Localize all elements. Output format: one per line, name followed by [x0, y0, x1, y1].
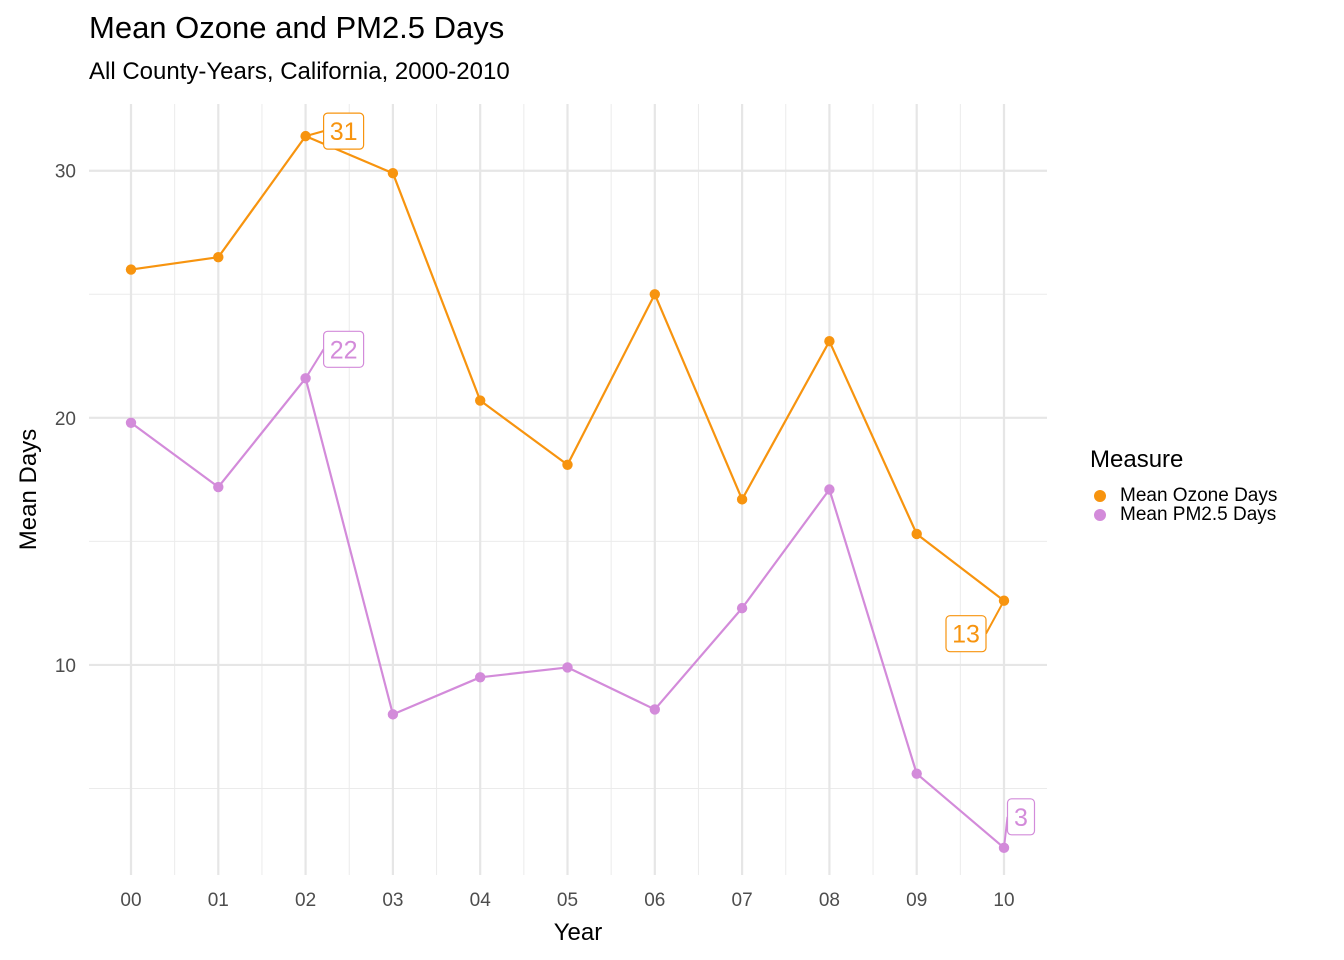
data-point-ozone	[475, 395, 486, 406]
data-point-pm25	[125, 417, 137, 428]
data-label-pm25: 3	[1003, 798, 1036, 848]
data-point-ozone	[824, 336, 835, 347]
data-label-leader	[304, 348, 325, 379]
data-point-ozone	[562, 459, 573, 470]
x-tick-label: 03	[382, 890, 403, 911]
y-tick-label: 30	[55, 162, 76, 183]
data-point-pm25	[911, 768, 922, 779]
x-tick-label: 09	[906, 890, 927, 911]
chart-title: Mean Ozone and PM2.5 Days	[89, 10, 505, 45]
legend: Measure Mean Ozone Days Mean PM2.5 Days	[1090, 446, 1278, 525]
legend-title: Measure	[1090, 446, 1184, 473]
chart-subtitle: All County-Years, California, 2000-2010	[89, 58, 510, 85]
data-label-text: 3	[1014, 804, 1028, 832]
legend-item-pm25: Mean PM2.5 Days	[1090, 503, 1277, 525]
data-label-ozone: 13	[945, 600, 1005, 653]
data-label-box	[945, 615, 987, 653]
x-tick-label: 10	[993, 890, 1014, 911]
x-tick-label: 05	[557, 890, 578, 911]
legend-label-ozone: Mean Ozone Days	[1120, 484, 1278, 506]
legend-label-pm25: Mean PM2.5 Days	[1120, 503, 1277, 525]
data-point-pm25	[824, 484, 835, 495]
data-label-text: 22	[330, 336, 358, 364]
data-point-ozone	[911, 528, 922, 540]
data-point-pm25	[736, 602, 748, 614]
data-label-ozone: 31	[305, 112, 365, 150]
data-label-text: 31	[330, 118, 358, 146]
y-tick-label: 20	[55, 409, 76, 430]
x-tick-label: 00	[120, 890, 141, 911]
data-point-pm25	[213, 481, 224, 493]
data-point-ozone	[387, 167, 399, 179]
data-label-box	[1006, 798, 1036, 836]
data-point-pm25	[649, 704, 660, 715]
x-tick-label: 02	[295, 890, 316, 911]
x-tick-label: 08	[819, 890, 840, 911]
legend-swatch-pm25	[1094, 508, 1106, 521]
y-tick-label: 10	[55, 656, 76, 677]
y-axis-title: Mean Days	[15, 429, 42, 550]
data-point-ozone	[125, 264, 137, 275]
data-point-pm25	[475, 672, 486, 683]
x-tick-label: 07	[732, 890, 753, 911]
data-point-pm25	[387, 709, 399, 720]
data-label-leader	[305, 130, 324, 138]
data-label-leader	[985, 600, 1005, 635]
data-label-box	[323, 330, 365, 368]
data-point-pm25	[562, 662, 573, 673]
data-point-ozone	[649, 289, 660, 300]
legend-swatch-ozone	[1094, 489, 1106, 502]
legend-item-ozone: Mean Ozone Days	[1090, 484, 1278, 506]
x-tick-label: 01	[208, 890, 229, 911]
data-point-ozone	[736, 494, 748, 505]
data-point-ozone	[213, 252, 224, 263]
data-label-text: 13	[952, 621, 980, 649]
data-label-pm25: 22	[304, 330, 365, 379]
x-axis-title: Year	[554, 919, 603, 946]
x-tick-label: 04	[470, 890, 492, 911]
data-point-ozone	[300, 130, 311, 142]
data-label-box	[323, 112, 365, 150]
x-tick-label: 06	[644, 890, 665, 911]
